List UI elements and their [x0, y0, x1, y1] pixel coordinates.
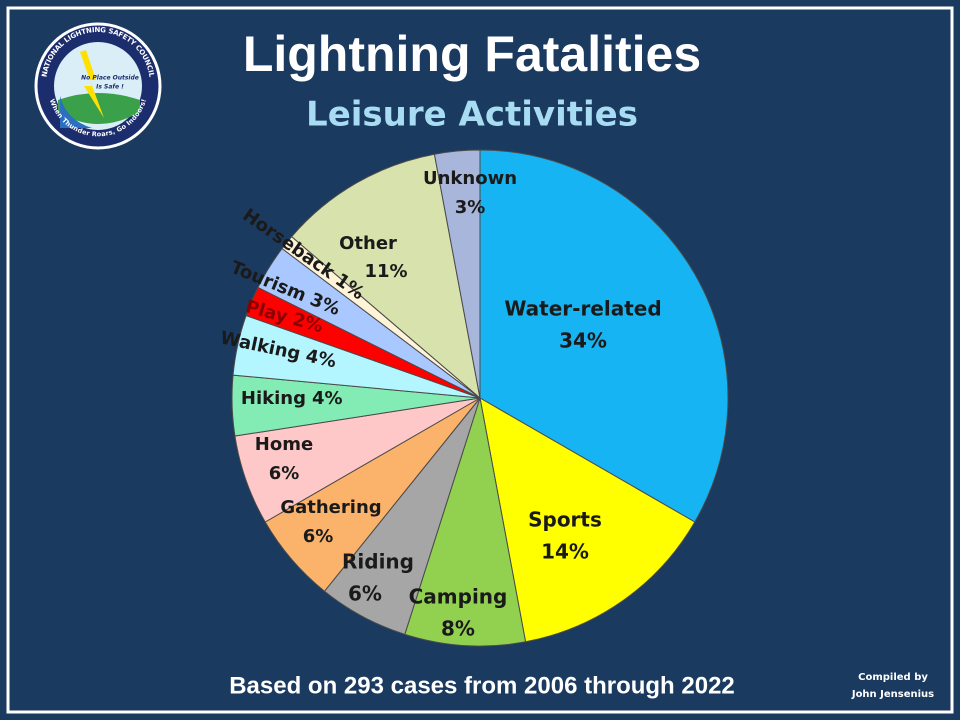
slice-label: Gathering 6%: [280, 497, 381, 547]
credit: John Jensenius: [851, 689, 934, 700]
slice-name: Other: [339, 233, 397, 254]
slice-name: Riding: [342, 550, 414, 574]
slice-value: 6%: [303, 526, 334, 547]
logo-motto: No Place Outside: [81, 75, 139, 82]
slice-label: Sports 14%: [528, 508, 602, 564]
slice-label: Unknown 3%: [423, 168, 517, 218]
slice-name: Unknown: [423, 168, 517, 189]
pie-slice: [290, 153, 481, 400]
chart-title: Lightning Fatalities: [243, 26, 701, 82]
slice-value: 6%: [348, 582, 382, 606]
slice-name: Gathering: [280, 497, 381, 518]
logo-water: [60, 96, 92, 128]
slice-name: Hiking: [241, 388, 306, 409]
pie-slice: [404, 397, 527, 647]
slice-value: 6%: [269, 463, 300, 484]
logo-motto: Is Safe !: [96, 84, 124, 91]
logo: NATIONAL LIGHTNING SAFETY COUNCIL When T…: [34, 22, 162, 150]
pie: [231, 149, 729, 647]
pie-slice: [433, 149, 481, 399]
slice-value: 3%: [455, 197, 486, 218]
slice-name: Camping: [409, 585, 508, 609]
logo-bolt: [80, 50, 104, 118]
credit: Compiled by: [858, 672, 928, 683]
slice-value: 8%: [441, 617, 475, 641]
slice-label: Riding 6%: [342, 550, 414, 606]
slice-label: Other 11%: [339, 233, 407, 282]
slice-value: 34%: [559, 329, 607, 353]
slice-label: Home 6%: [255, 434, 313, 484]
slice-name: Home: [255, 434, 313, 455]
chart-subtitle: Leisure Activities: [306, 95, 638, 135]
slice-value: 4%: [312, 388, 343, 409]
footnote: Based on 293 cases from 2006 through 202…: [229, 672, 735, 699]
slice-name: Sports: [528, 508, 602, 532]
slice-label: Water-related 34%: [504, 297, 661, 353]
slice-label: Hiking 4%: [241, 388, 343, 409]
slice-value: 11%: [364, 261, 407, 282]
slice-name: Water-related: [504, 297, 661, 321]
pie-slice: [479, 149, 729, 523]
slice-label: Camping 8%: [409, 585, 508, 641]
frame: [6, 6, 954, 714]
pie-slice: [479, 397, 696, 643]
slice-value: 14%: [541, 540, 589, 564]
